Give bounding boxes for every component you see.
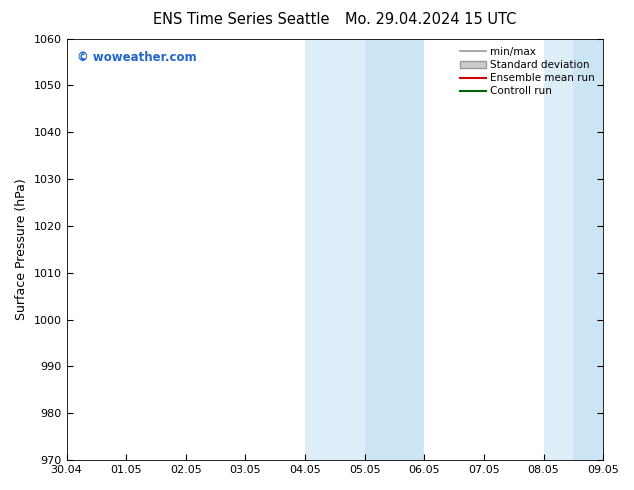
- Legend: min/max, Standard deviation, Ensemble mean run, Controll run: min/max, Standard deviation, Ensemble me…: [456, 44, 598, 99]
- Text: ENS Time Series Seattle: ENS Time Series Seattle: [153, 12, 329, 27]
- Y-axis label: Surface Pressure (hPa): Surface Pressure (hPa): [15, 178, 28, 320]
- Text: Mo. 29.04.2024 15 UTC: Mo. 29.04.2024 15 UTC: [346, 12, 517, 27]
- Bar: [543, 39, 573, 460]
- Bar: [305, 39, 365, 460]
- Text: © woweather.com: © woweather.com: [77, 51, 197, 64]
- Bar: [573, 39, 603, 460]
- Bar: [365, 39, 424, 460]
